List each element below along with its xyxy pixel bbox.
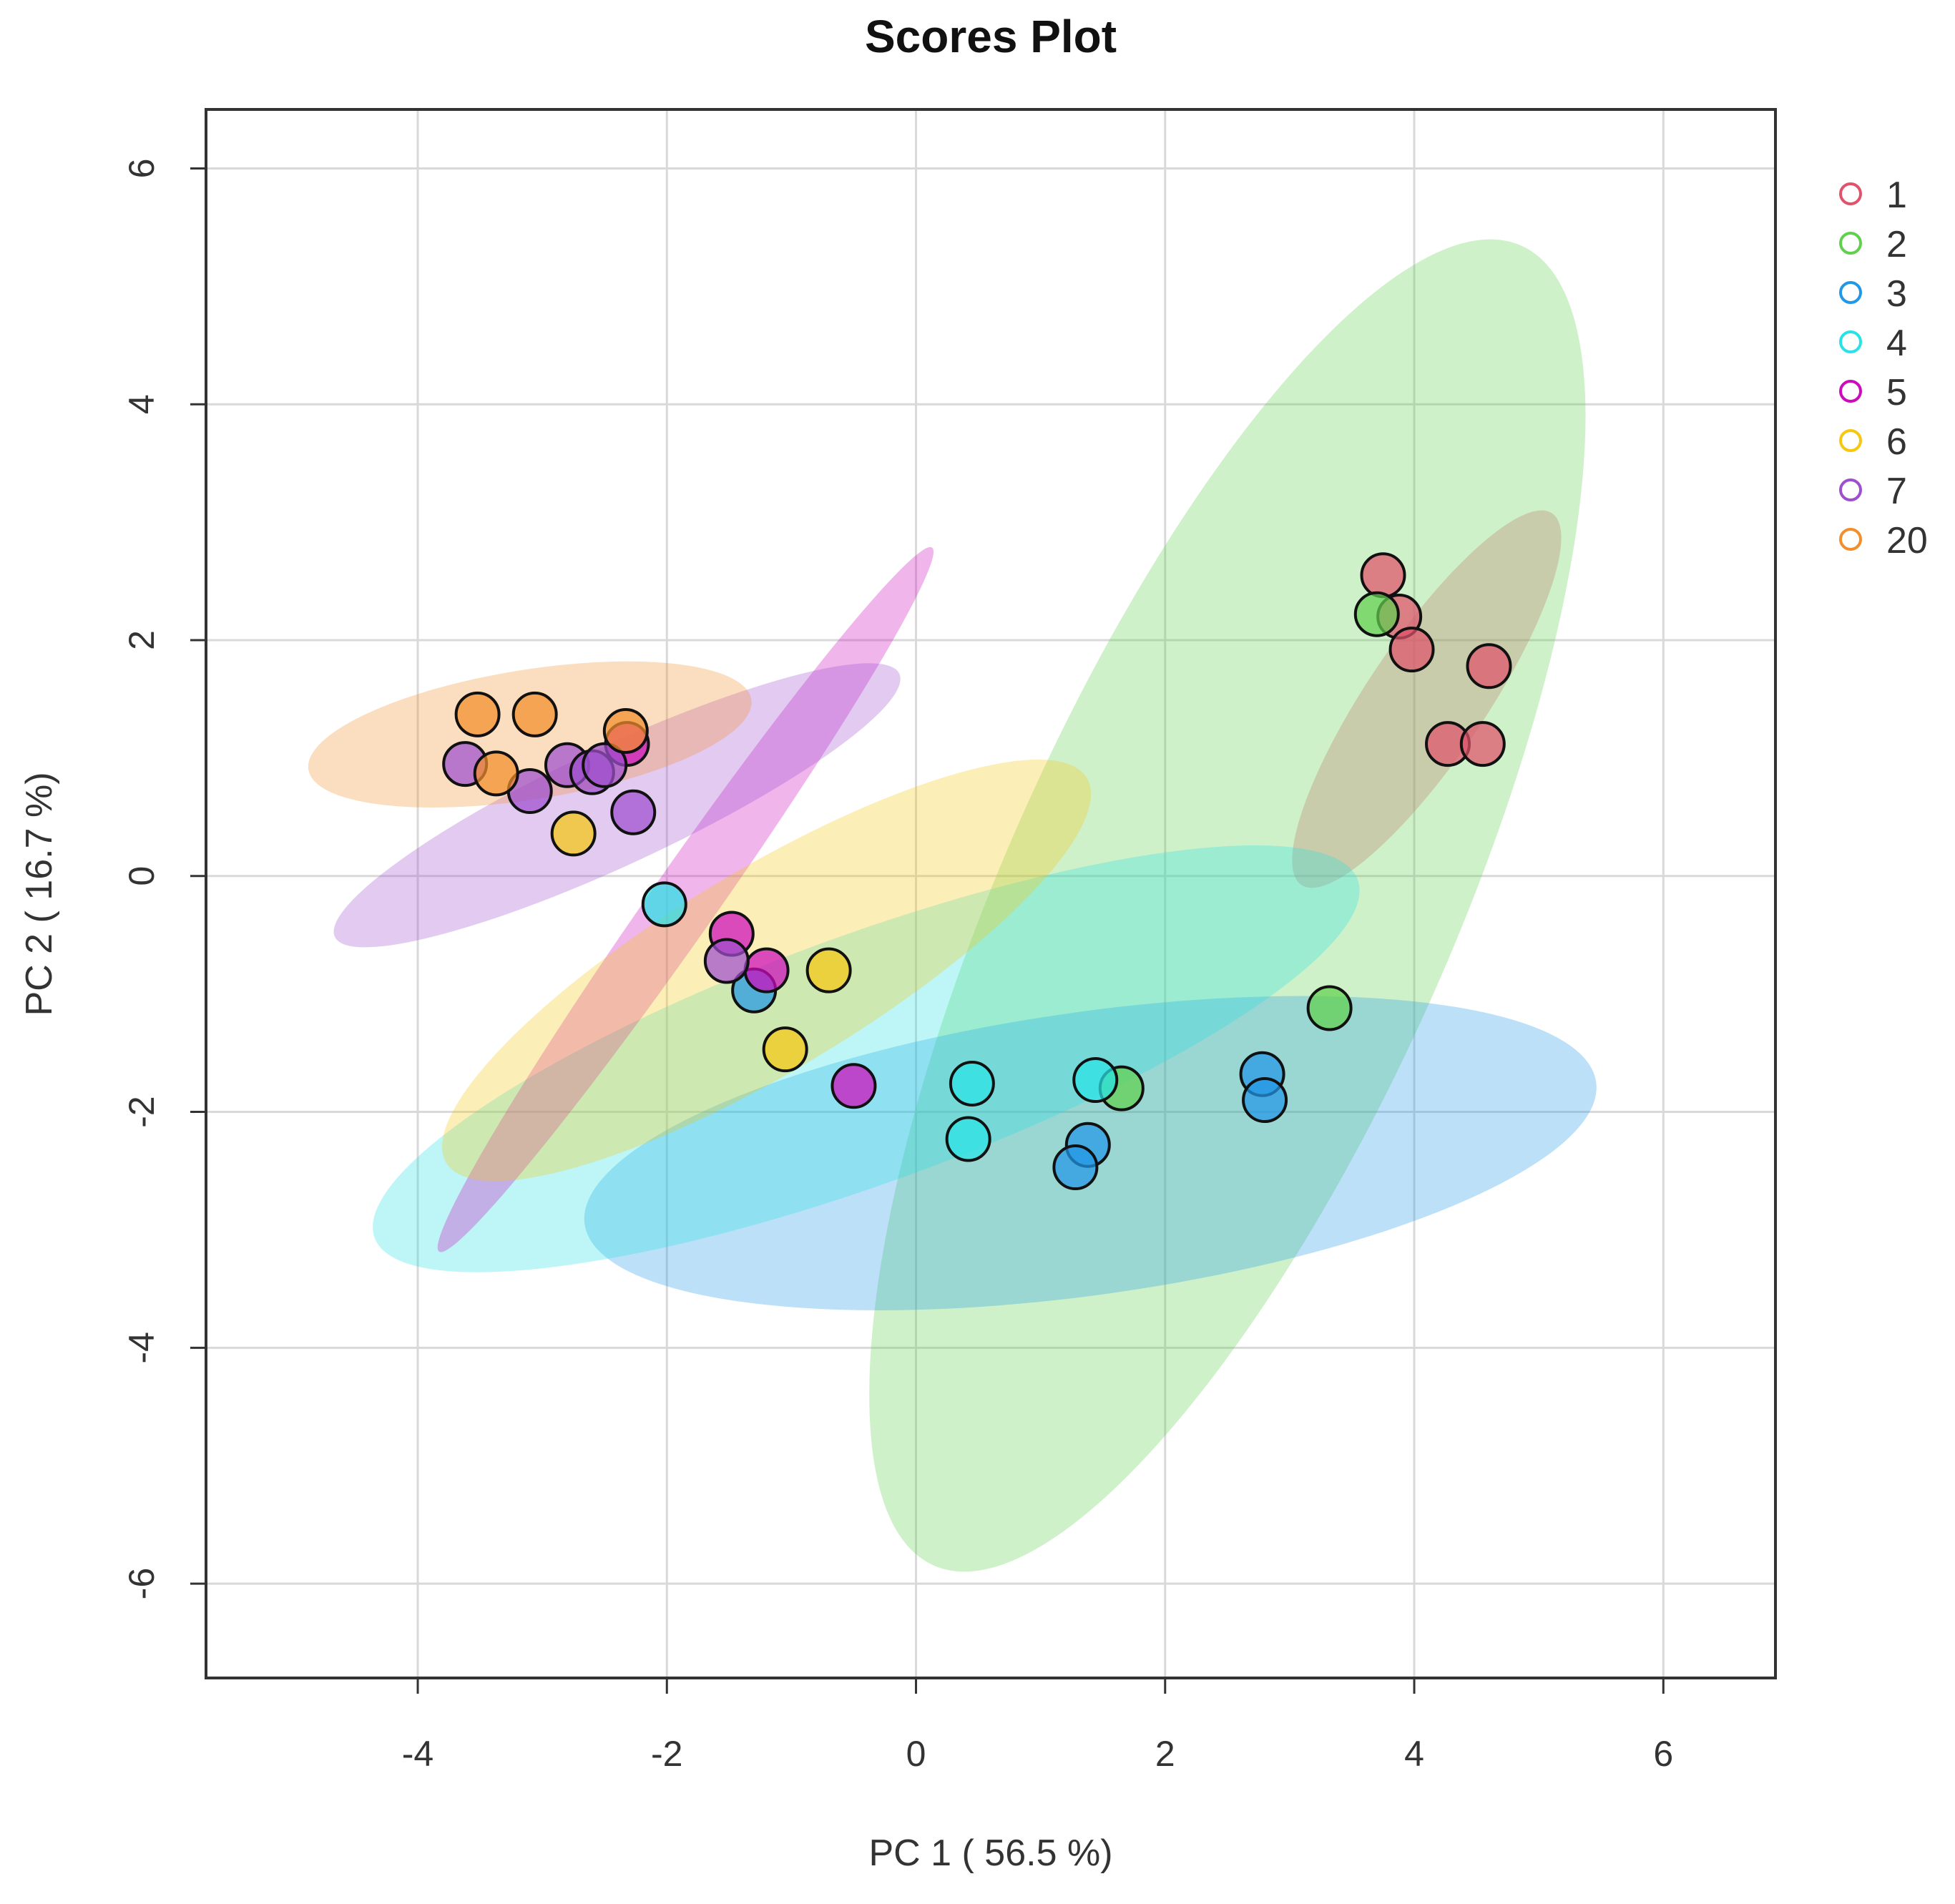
x-tick-label: -2 [651,1734,682,1774]
point-group-2 [1353,591,1400,637]
point-group-4 [641,881,687,928]
ellipse-group-4 [373,845,1360,1272]
ellipse-group-1 [1292,510,1562,888]
point-group-3 [1052,1144,1099,1191]
legend-label-3: 3 [1886,273,1907,315]
point-group-1 [1388,627,1435,673]
point-group-4 [1072,1057,1119,1104]
point-group-6 [550,810,597,857]
legend-label-5: 5 [1886,372,1907,413]
chart-title: Scores Plot [865,11,1117,62]
x-tick-label: 2 [1155,1734,1175,1774]
point-group-20 [602,707,649,754]
y-tick-label: -2 [122,1096,162,1127]
legend-marker-7 [1839,479,1862,501]
y-tick-label: -4 [122,1332,162,1363]
ellipse-group-2 [869,239,1586,1572]
legend-marker-5 [1839,380,1862,403]
score-points [442,552,1512,1191]
point-group-4 [949,1060,995,1106]
point-group-5 [830,1063,877,1109]
x-axis-label: PC 1 ( 56.5 %) [868,1832,1112,1874]
x-tick-label: 0 [906,1734,926,1774]
legend-marker-6 [1839,429,1862,452]
y-tick-label: 4 [122,394,162,414]
legend-marker-20 [1839,528,1862,551]
point-group-20 [473,750,519,797]
legend: 1 2 3 4 5 6 7 20 [1839,175,1928,561]
point-group-6 [805,947,852,993]
x-tick-label: -4 [402,1734,433,1774]
point-group-1 [1459,721,1506,767]
legend-label-6: 6 [1886,421,1907,463]
point-group-6 [762,1026,808,1073]
legend-label-20: 20 [1886,520,1928,561]
x-axis: -4 -2 0 2 4 6 [402,1678,1673,1774]
point-group-5 [743,947,790,993]
legend-label-1: 1 [1886,175,1907,216]
y-tick-label: 6 [122,159,162,179]
legend-label-7: 7 [1886,471,1907,512]
point-group-20 [454,691,501,737]
y-tick-label: -6 [122,1568,162,1599]
legend-marker-3 [1839,281,1862,304]
legend-label-2: 2 [1886,224,1907,265]
point-group-2 [1306,985,1353,1031]
legend-marker-1 [1839,182,1862,205]
legend-marker-4 [1839,330,1862,353]
point-group-1 [1360,552,1406,599]
point-group-1 [1466,643,1512,690]
point-group-3 [1242,1077,1288,1124]
point-group-7 [610,789,657,835]
plot-frame [205,108,1777,1679]
point-group-4 [945,1116,991,1162]
legend-label-4: 4 [1886,323,1907,364]
point-group-7 [703,938,750,984]
y-axis-label: PC 2 ( 16.7 %) [19,772,60,1016]
y-axis: -6 -4 -2 0 2 4 6 [122,159,206,1599]
legend-marker-2 [1839,232,1862,255]
x-tick-label: 4 [1404,1734,1424,1774]
x-tick-label: 6 [1653,1734,1673,1774]
point-group-7 [582,742,628,788]
point-group-20 [511,691,558,737]
y-tick-label: 0 [122,866,162,886]
y-tick-label: 2 [122,630,162,650]
